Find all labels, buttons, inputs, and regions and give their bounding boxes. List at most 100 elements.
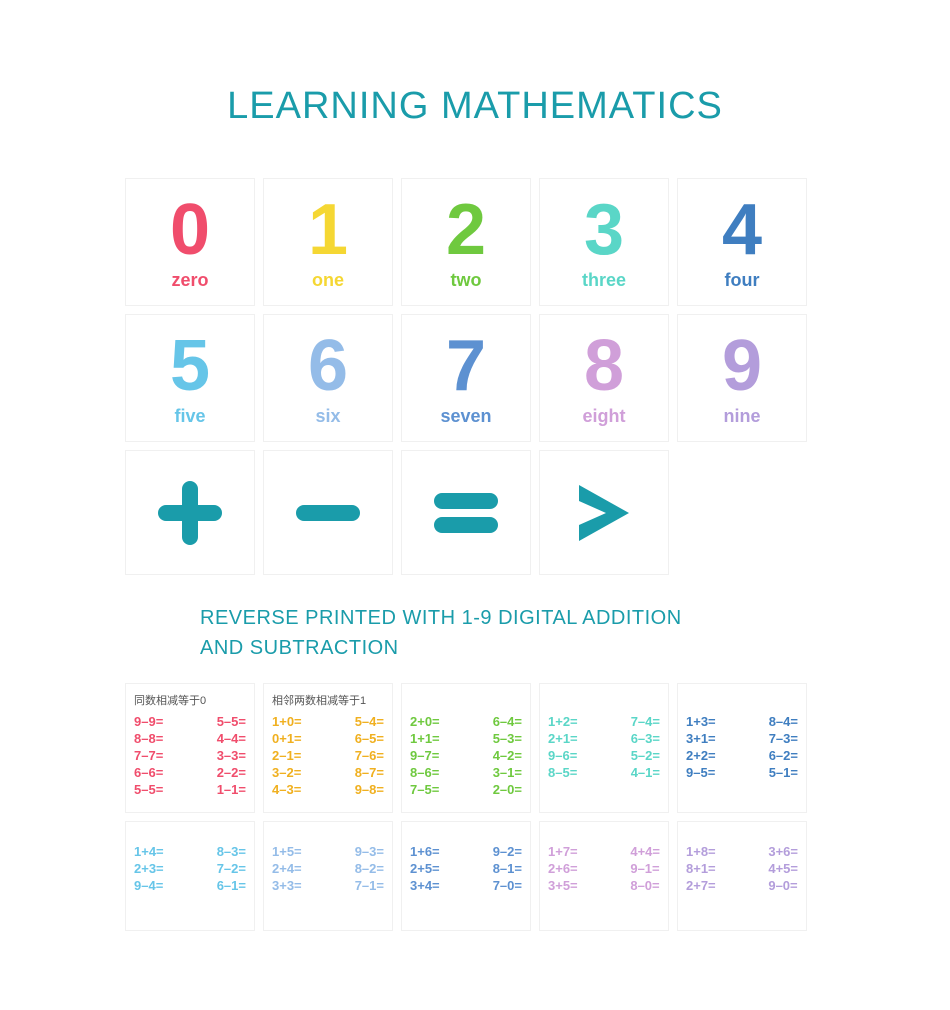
equation: 1+3= bbox=[686, 714, 716, 731]
equation-card: 1+7=2+6=3+5=4+4=9–1=8–0= bbox=[539, 821, 669, 931]
equation: 5–4= bbox=[355, 714, 384, 731]
symbol-card-equals bbox=[401, 450, 531, 575]
equation: 3+4= bbox=[410, 878, 440, 895]
card-digit: 6 bbox=[308, 330, 348, 402]
card-digit: 0 bbox=[170, 194, 210, 266]
equation: 6–2= bbox=[769, 748, 798, 765]
equation: 2+5= bbox=[410, 861, 440, 878]
symbol-card-minus bbox=[263, 450, 393, 575]
equation-card-header: 同数相减等于0 bbox=[134, 694, 246, 708]
card-word: six bbox=[315, 406, 340, 427]
equation: 2–2= bbox=[217, 765, 246, 782]
equation: 5–2= bbox=[631, 748, 660, 765]
equation: 1+7= bbox=[548, 844, 578, 861]
equation: 2+2= bbox=[686, 748, 716, 765]
equation-card: 1+5=2+4=3+3=9–3=8–2=7–1= bbox=[263, 821, 393, 931]
equation-card: 同数相减等于09–9=8–8=7–7=6–6=5–5=5–5=4–4=3–3=2… bbox=[125, 683, 255, 813]
equation: 8–6= bbox=[410, 765, 440, 782]
card-digit: 3 bbox=[584, 194, 624, 266]
equation: 2+1= bbox=[548, 731, 578, 748]
symbol-card-plus bbox=[125, 450, 255, 575]
equation: 2–0= bbox=[493, 782, 522, 799]
equation: 4–1= bbox=[631, 765, 660, 782]
equation: 8–0= bbox=[630, 878, 660, 895]
card-word: five bbox=[174, 406, 205, 427]
equation: 4–3= bbox=[272, 782, 302, 799]
number-card-two: 2two bbox=[401, 178, 531, 306]
equation: 9–2= bbox=[493, 844, 522, 861]
card-digit: 9 bbox=[722, 330, 762, 402]
equation-card: 1+3=3+1=2+2=9–5=8–4=7–3=6–2=5–1= bbox=[677, 683, 807, 813]
equation: 2+0= bbox=[410, 714, 440, 731]
equation: 2+7= bbox=[686, 878, 716, 895]
plus-icon bbox=[150, 473, 230, 553]
equation-card-header: 相邻两数相减等于1 bbox=[272, 694, 384, 708]
card-digit: 5 bbox=[170, 330, 210, 402]
card-word: zero bbox=[171, 270, 208, 291]
equation: 6–3= bbox=[631, 731, 660, 748]
equation: 9–7= bbox=[410, 748, 440, 765]
number-card-nine: 9 nine bbox=[677, 314, 807, 442]
number-cards-grid: 0 zero 1 one 2two3three 4 four 5 five 6 six 7seven… bbox=[125, 178, 825, 575]
equation: 1+4= bbox=[134, 844, 164, 861]
equation: 1+6= bbox=[410, 844, 440, 861]
card-digit: 4 bbox=[722, 194, 762, 266]
number-card-four: 4 four bbox=[677, 178, 807, 306]
equation: 4–2= bbox=[493, 748, 522, 765]
equation-card: 相邻两数相减等于11+0=0+1=2–1=3–2=4–3=5–4=6–5=7–6… bbox=[263, 683, 393, 813]
equation: 3–3= bbox=[217, 748, 246, 765]
equation: 9–6= bbox=[548, 748, 578, 765]
equation-card: 1+8=8+1=2+7=3+6=4+5=9–0= bbox=[677, 821, 807, 931]
card-word: nine bbox=[723, 406, 760, 427]
minus-icon bbox=[288, 473, 368, 553]
equation: 2–1= bbox=[272, 748, 302, 765]
equation: 8–7= bbox=[355, 765, 384, 782]
card-word: seven bbox=[440, 406, 491, 427]
number-card-five: 5 five bbox=[125, 314, 255, 442]
equation: 8–4= bbox=[769, 714, 798, 731]
equation: 6–4= bbox=[493, 714, 522, 731]
equation: 7–2= bbox=[217, 861, 246, 878]
equation-cards-grid: 同数相减等于09–9=8–8=7–7=6–6=5–5=5–5=4–4=3–3=2… bbox=[125, 683, 825, 931]
card-digit: 8 bbox=[584, 330, 624, 402]
equation: 8–8= bbox=[134, 731, 163, 748]
equation: 7–6= bbox=[355, 748, 384, 765]
card-word: eight bbox=[583, 406, 626, 427]
greater-icon bbox=[564, 473, 644, 553]
number-card-three: 3three bbox=[539, 178, 669, 306]
equation: 5–5= bbox=[134, 782, 163, 799]
subtitle: REVERSE PRINTED WITH 1-9 DIGITAL ADDITIO… bbox=[0, 583, 950, 683]
equation: 9–9= bbox=[134, 714, 163, 731]
equation: 3–2= bbox=[272, 765, 302, 782]
equation: 3+6= bbox=[768, 844, 798, 861]
equation: 5–3= bbox=[493, 731, 522, 748]
card-word: four bbox=[725, 270, 760, 291]
equation-card: 2+0=1+1=9–7=8–6=7–5=6–4=5–3=4–2=3–1=2–0= bbox=[401, 683, 531, 813]
equation: 9–3= bbox=[355, 844, 384, 861]
equation: 3–1= bbox=[493, 765, 522, 782]
card-digit: 1 bbox=[308, 194, 348, 266]
number-card-six: 6 six bbox=[263, 314, 393, 442]
equation: 9–0= bbox=[768, 878, 798, 895]
equation: 8–2= bbox=[355, 861, 384, 878]
card-word: one bbox=[312, 270, 344, 291]
number-card-eight: 8 eight bbox=[539, 314, 669, 442]
equation: 9–5= bbox=[686, 765, 716, 782]
number-card-seven: 7seven bbox=[401, 314, 531, 442]
equation: 9–1= bbox=[630, 861, 660, 878]
symbol-card-greater bbox=[539, 450, 669, 575]
equation: 1+1= bbox=[410, 731, 440, 748]
equation: 2+3= bbox=[134, 861, 164, 878]
equation: 8+1= bbox=[686, 861, 716, 878]
equation: 4–4= bbox=[217, 731, 246, 748]
equation: 6–5= bbox=[355, 731, 384, 748]
equation: 7–4= bbox=[631, 714, 660, 731]
equation-card: 1+2=2+1=9–6=8–5=7–4=6–3=5–2=4–1= bbox=[539, 683, 669, 813]
page-title: LEARNING MATHEMATICS bbox=[0, 0, 950, 178]
equation: 0+1= bbox=[272, 731, 302, 748]
equation: 8–3= bbox=[217, 844, 246, 861]
number-card-one: 1 one bbox=[263, 178, 393, 306]
equation: 9–8= bbox=[355, 782, 384, 799]
equation-card: 1+4=2+3=9–4=8–3=7–2=6–1= bbox=[125, 821, 255, 931]
equation: 3+3= bbox=[272, 878, 302, 895]
